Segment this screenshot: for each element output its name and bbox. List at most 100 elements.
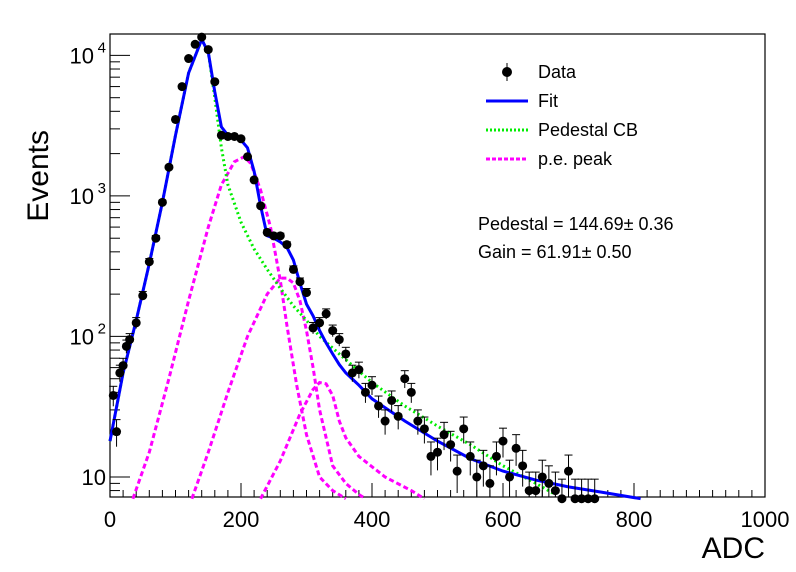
data-point — [367, 380, 377, 390]
x-tick-label: 200 — [223, 507, 260, 532]
data-point — [531, 486, 541, 496]
y-tick-exponent: 4 — [98, 39, 106, 56]
x-tick-label: 0 — [104, 507, 116, 532]
data-point — [511, 443, 521, 453]
data-point — [400, 374, 410, 384]
data-point — [341, 349, 351, 359]
data-point — [275, 231, 285, 241]
data-point — [138, 291, 148, 301]
data-point — [459, 424, 469, 434]
x-tick-label: 800 — [616, 507, 653, 532]
y-tick-label: 10 — [70, 324, 94, 349]
annotation-pedestal: Pedestal = 144.69± 0.36 — [478, 214, 674, 234]
data-point — [380, 416, 390, 426]
data-point — [550, 486, 560, 496]
data-point — [125, 335, 135, 345]
axis-ticks — [109, 54, 766, 497]
data-point — [144, 257, 154, 267]
data-point — [387, 396, 397, 406]
data-point — [518, 461, 528, 471]
data-point — [321, 309, 331, 319]
annotation-gain: Gain = 61.91± 0.50 — [478, 242, 632, 262]
legend-fit-label: Fit — [538, 91, 558, 111]
data-point — [223, 131, 233, 141]
data-point — [360, 387, 370, 397]
y-tick-label: 10 — [82, 465, 106, 490]
data-point — [413, 416, 423, 426]
plot-frame — [109, 33, 766, 498]
pedestal-cb-curve — [108, 35, 557, 496]
data-point — [478, 461, 488, 471]
data-point — [171, 114, 180, 124]
data-point — [203, 45, 213, 55]
data-point — [544, 478, 554, 488]
data-point — [590, 494, 600, 504]
data-points — [108, 32, 600, 504]
data-point — [112, 427, 122, 437]
data-point — [406, 387, 416, 397]
data-point — [328, 326, 338, 336]
pe-peak-curve-3 — [259, 380, 426, 500]
legend-data-marker — [502, 67, 512, 77]
legend-pe-label: p.e. peak — [538, 149, 613, 169]
data-point — [570, 494, 580, 504]
y-tick-exponent: 3 — [98, 180, 106, 197]
fit-curve — [108, 35, 641, 501]
data-point — [524, 486, 534, 496]
pe-peak-curve-2 — [190, 276, 367, 500]
data-point — [108, 390, 118, 400]
data-point — [426, 451, 436, 461]
data-point — [118, 361, 128, 371]
legend-pedestal-label: Pedestal CB — [538, 120, 638, 140]
data-point — [505, 472, 515, 482]
data-point — [236, 134, 246, 144]
legend: Data Fit Pedestal CB p.e. peak — [486, 62, 638, 169]
data-point — [282, 240, 292, 250]
data-point — [439, 430, 449, 440]
curves — [108, 35, 641, 501]
y-axis-label: Events — [22, 130, 55, 222]
data-point — [308, 323, 318, 333]
data-point — [465, 451, 475, 461]
data-point — [315, 318, 325, 328]
data-point — [354, 365, 364, 375]
data-point — [452, 466, 462, 476]
legend-data-label: Data — [538, 62, 577, 82]
data-point — [269, 231, 279, 241]
data-point — [164, 162, 174, 172]
data-point — [256, 201, 266, 211]
data-point — [249, 175, 259, 185]
data-point — [190, 39, 200, 49]
data-point — [433, 447, 442, 457]
data-point — [121, 341, 131, 351]
data-point — [564, 466, 573, 476]
data-point — [498, 436, 508, 446]
x-tick-label: 1000 — [741, 507, 790, 532]
data-point — [210, 77, 220, 87]
y-tick-label: 10 — [70, 43, 94, 68]
x-tick-label: 400 — [354, 507, 391, 532]
data-point — [243, 152, 253, 162]
data-point — [115, 368, 125, 378]
y-tick-exponent: 2 — [98, 320, 106, 337]
y-tick-label: 10 — [70, 184, 94, 209]
data-point — [334, 335, 344, 345]
data-point — [491, 451, 501, 461]
data-point — [577, 494, 587, 504]
data-point — [302, 288, 311, 298]
data-point — [157, 197, 167, 207]
data-point — [583, 494, 593, 504]
data-point — [295, 277, 305, 287]
data-point — [472, 472, 482, 482]
data-point — [374, 401, 384, 411]
data-point — [288, 264, 298, 274]
data-point — [131, 318, 141, 328]
x-axis-label: ADC — [702, 532, 765, 565]
data-point — [177, 82, 187, 92]
data-point — [557, 494, 567, 504]
x-tick-label: 600 — [485, 507, 522, 532]
data-point — [151, 233, 161, 243]
data-point — [184, 54, 194, 64]
